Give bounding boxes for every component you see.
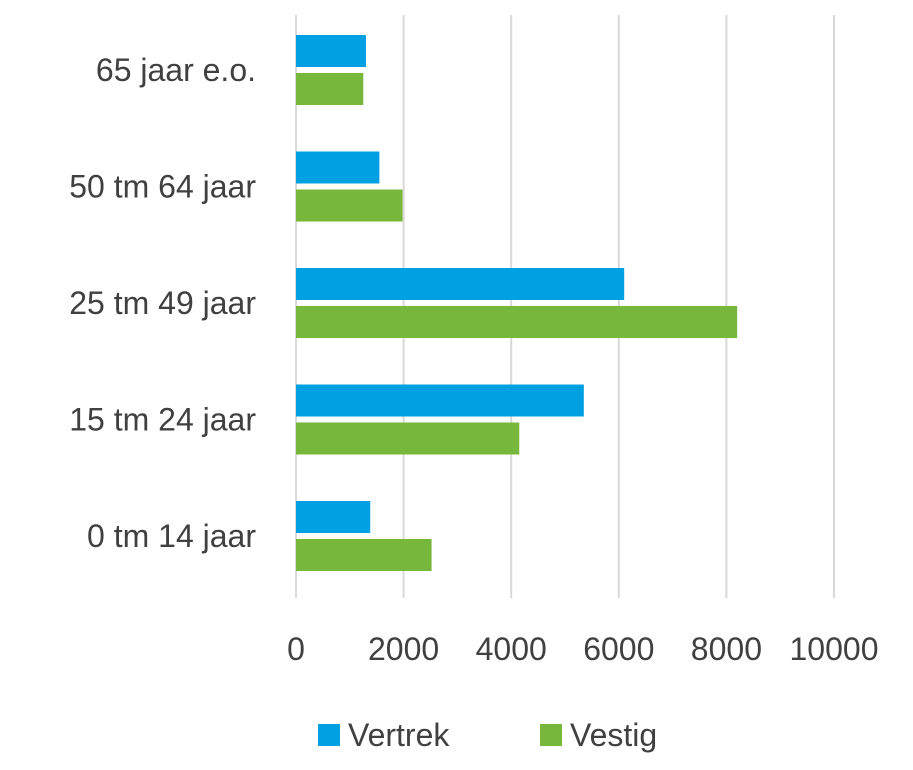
bar-vestig bbox=[296, 422, 520, 455]
x-tick-labels: 0 2000 4000 6000 8000 10000 bbox=[287, 631, 878, 667]
legend: Vertrek Vestig bbox=[318, 717, 657, 753]
x-tick-label: 8000 bbox=[691, 631, 762, 667]
bar-vertrek bbox=[296, 384, 584, 417]
x-tick-label: 4000 bbox=[476, 631, 547, 667]
category-label: 0 tm 14 jaar bbox=[87, 518, 256, 554]
category-label: 50 tm 64 jaar bbox=[69, 169, 256, 205]
category-labels: 65 jaar e.o. 50 tm 64 jaar 25 tm 49 jaar 15… bbox=[69, 52, 256, 554]
bar-vestig bbox=[296, 189, 403, 222]
bar-vestig bbox=[296, 73, 364, 105]
bar-vestig bbox=[296, 306, 738, 338]
category-label: 65 jaar e.o. bbox=[96, 52, 256, 88]
x-tick-label: 6000 bbox=[583, 631, 654, 667]
bar-vertrek bbox=[296, 151, 380, 184]
legend-label: Vertrek bbox=[348, 717, 450, 753]
bars bbox=[296, 35, 738, 571]
x-tick-label: 0 bbox=[287, 631, 305, 667]
category-label: 15 tm 24 jaar bbox=[69, 402, 256, 438]
legend-label: Vestig bbox=[570, 717, 657, 753]
bar-vertrek bbox=[296, 268, 625, 300]
category-label: 25 tm 49 jaar bbox=[69, 285, 256, 321]
x-tick-label: 2000 bbox=[368, 631, 439, 667]
bar-vestig bbox=[296, 539, 432, 571]
x-tick-label: 10000 bbox=[790, 631, 879, 667]
bar-vertrek bbox=[296, 35, 366, 67]
legend-swatch-vestig bbox=[540, 724, 562, 746]
legend-swatch-vertrek bbox=[318, 724, 340, 746]
bar-vertrek bbox=[296, 501, 371, 533]
